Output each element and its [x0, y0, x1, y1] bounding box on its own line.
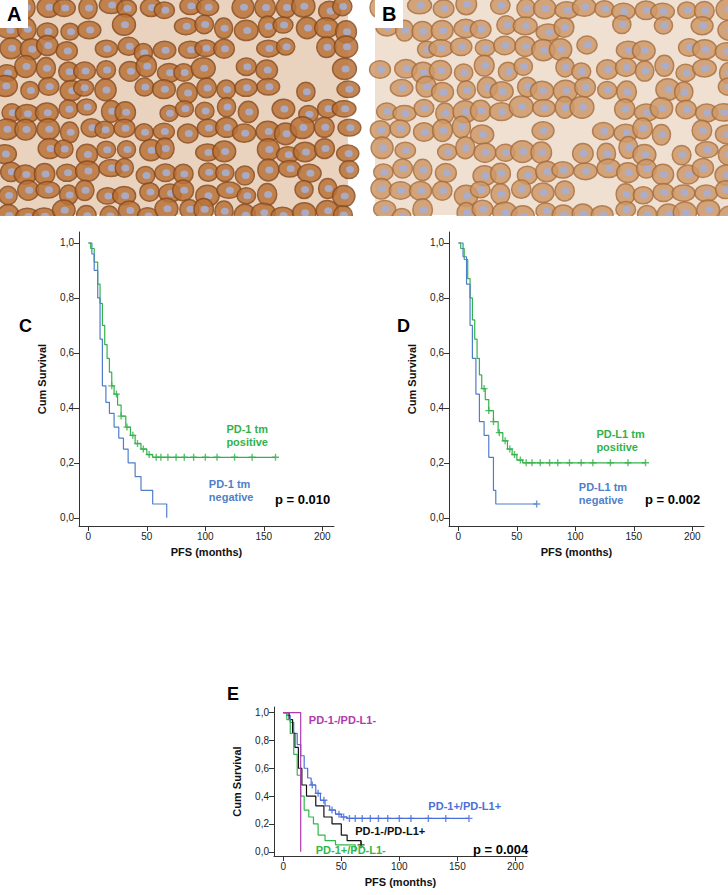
svg-text:0,0: 0,0 [60, 512, 74, 523]
svg-text:PD-L1 tm: PD-L1 tm [596, 428, 645, 440]
svg-text:200: 200 [684, 531, 701, 542]
svg-text:PD-1 tm: PD-1 tm [209, 478, 251, 490]
svg-text:E: E [227, 684, 239, 704]
svg-text:200: 200 [507, 861, 524, 872]
svg-text:1,0: 1,0 [430, 237, 444, 248]
svg-text:Cum Survival: Cum Survival [231, 746, 243, 816]
svg-text:PFS (months): PFS (months) [541, 546, 613, 558]
svg-text:0,6: 0,6 [430, 347, 444, 358]
svg-text:1,0: 1,0 [255, 707, 269, 718]
svg-text:0,6: 0,6 [255, 763, 269, 774]
svg-text:150: 150 [449, 861, 466, 872]
svg-text:0,6: 0,6 [60, 347, 74, 358]
svg-text:0: 0 [281, 861, 287, 872]
svg-text:0,0: 0,0 [430, 512, 444, 523]
svg-text:0,4: 0,4 [430, 402, 444, 413]
svg-text:0,4: 0,4 [255, 791, 269, 802]
svg-text:negative: negative [209, 491, 254, 503]
svg-text:0,8: 0,8 [255, 735, 269, 746]
svg-text:50: 50 [336, 861, 348, 872]
svg-text:p = 0.004: p = 0.004 [473, 842, 529, 857]
svg-text:Cum Survival: Cum Survival [406, 344, 418, 414]
svg-text:B: B [382, 3, 396, 25]
svg-text:D: D [397, 316, 410, 336]
svg-text:0,2: 0,2 [255, 818, 269, 829]
svg-text:0: 0 [86, 531, 92, 542]
svg-text:C: C [19, 316, 32, 336]
svg-text:50: 50 [511, 531, 523, 542]
svg-text:p = 0.002: p = 0.002 [645, 492, 700, 507]
svg-text:200: 200 [314, 531, 331, 542]
svg-text:PD-1+/PD-L1-: PD-1+/PD-L1- [316, 844, 386, 856]
svg-text:positive: positive [226, 436, 268, 448]
svg-text:0,0: 0,0 [255, 846, 269, 857]
svg-text:0,2: 0,2 [430, 457, 444, 468]
svg-text:0,2: 0,2 [60, 457, 74, 468]
svg-text:A: A [7, 3, 21, 25]
svg-text:150: 150 [625, 531, 642, 542]
svg-text:1,0: 1,0 [60, 237, 74, 248]
svg-text:50: 50 [141, 531, 153, 542]
svg-text:100: 100 [391, 861, 408, 872]
svg-text:100: 100 [197, 531, 214, 542]
svg-text:PD-L1 tm: PD-L1 tm [579, 481, 628, 493]
svg-text:PFS (months): PFS (months) [171, 546, 243, 558]
svg-text:150: 150 [255, 531, 272, 542]
svg-text:PFS (months): PFS (months) [365, 876, 437, 888]
svg-text:100: 100 [567, 531, 584, 542]
svg-text:0,8: 0,8 [60, 292, 74, 303]
svg-text:positive: positive [596, 441, 638, 453]
svg-text:negative: negative [579, 494, 624, 506]
svg-text:Cum Survival: Cum Survival [36, 344, 48, 414]
svg-text:0: 0 [456, 531, 462, 542]
svg-text:0,4: 0,4 [60, 402, 74, 413]
svg-text:p = 0.010: p = 0.010 [275, 492, 330, 507]
svg-text:PD-1 tm: PD-1 tm [226, 423, 268, 435]
svg-text:PD-1-/PD-L1-: PD-1-/PD-L1- [309, 714, 377, 726]
svg-text:PD-1-/PD-L1+: PD-1-/PD-L1+ [355, 825, 425, 837]
svg-text:0,8: 0,8 [430, 292, 444, 303]
svg-text:PD-1+/PD-L1+: PD-1+/PD-L1+ [428, 800, 501, 812]
